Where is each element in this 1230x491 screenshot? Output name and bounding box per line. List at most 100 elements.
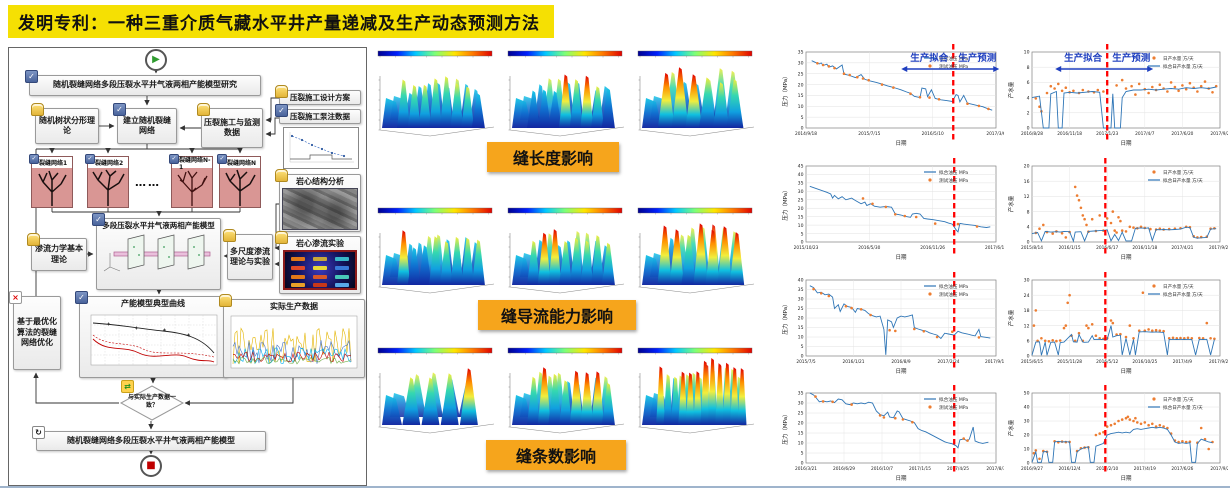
svg-text:拟合油压 MPa: 拟合油压 MPa (939, 55, 968, 62)
clipboard-icon: ✓ (113, 103, 126, 116)
svg-text:2017/9/2: 2017/9/2 (1210, 466, 1228, 472)
svg-text:25: 25 (798, 411, 804, 417)
svg-text:30: 30 (798, 61, 804, 67)
flowchart-node-network-1: ✓ 裂缝网络1 (29, 154, 73, 208)
chart-water-well3: 0 6 12 18 24 30 2015/6/15 2015/11/28 2016/5/12 20… (1006, 270, 1230, 380)
database-icon (197, 103, 210, 116)
chart-water-well2: 0 4 8 12 16 20 2015/8/14 2016/1/15 2016/6/17 2016… (1006, 156, 1230, 266)
flowchart-node-multiscale: 多尺度渗流理论与实验 (223, 229, 273, 280)
svg-text:2017/6/20: 2017/6/20 (1171, 131, 1193, 137)
svg-text:30: 30 (1024, 278, 1030, 284)
svg-text:2017/4/25: 2017/4/25 (947, 466, 969, 472)
svg-text:8: 8 (1027, 209, 1030, 215)
svg-text:2015/10/23: 2015/10/23 (794, 245, 819, 251)
svg-text:25: 25 (798, 197, 804, 203)
svg-text:2017/3/6: 2017/3/6 (986, 131, 1004, 137)
svg-text:40: 40 (1024, 405, 1030, 411)
svg-text:2016/11/18: 2016/11/18 (1057, 131, 1082, 137)
surface-plot (372, 345, 498, 437)
svg-text:0: 0 (801, 461, 804, 467)
svg-text:2017/4/19: 2017/4/19 (1134, 466, 1156, 472)
surface-plot (632, 48, 758, 140)
surface-plot (502, 205, 628, 297)
flowchart-node-model: ✓ 多段压裂水平井气液两相产能模型 (92, 213, 221, 290)
svg-text:2015/11/28: 2015/11/28 (1057, 359, 1082, 365)
flowchart-node-actual-data: 实际生产数据 (219, 294, 365, 378)
decision-label: 与实际生产数据一致？ (127, 394, 176, 409)
svg-text:生产预测: 生产预测 (958, 52, 997, 64)
svg-text:20: 20 (798, 421, 804, 427)
svg-text:2017/4/7: 2017/4/7 (1135, 131, 1155, 137)
label-fracture-length: 缝长度影响 (487, 142, 619, 172)
svg-text:30: 30 (798, 401, 804, 407)
surface-plot (372, 205, 498, 297)
clipboard-icon: ✓ (29, 154, 39, 164)
svg-text:30: 30 (798, 189, 804, 195)
svg-text:产水量: 产水量 (1007, 81, 1015, 98)
svg-text:2016/1/15: 2016/1/15 (1059, 245, 1081, 251)
svg-text:0: 0 (801, 126, 804, 132)
svg-text:10: 10 (798, 223, 804, 229)
svg-text:30: 30 (798, 297, 804, 303)
svg-text:10: 10 (798, 104, 804, 110)
svg-text:2017/6/14: 2017/6/14 (985, 245, 1004, 251)
svg-text:2016/6/29: 2016/6/29 (833, 466, 855, 472)
surface-plot (632, 205, 758, 297)
svg-text:0: 0 (1027, 126, 1030, 132)
flowchart-decision (119, 384, 185, 422)
svg-text:2016/1/21: 2016/1/21 (842, 359, 864, 365)
clipboard-icon: ✓ (85, 154, 95, 164)
play-icon: ▶ (152, 54, 160, 65)
svg-text:25: 25 (798, 71, 804, 77)
database-icon (275, 231, 288, 244)
svg-text:测试油压 MPa: 测试油压 MPa (939, 404, 968, 411)
database-icon (219, 294, 232, 307)
svg-text:拟合油压 MPa: 拟合油压 MPa (939, 396, 968, 403)
svg-text:2016/5/12: 2016/5/12 (1096, 359, 1118, 365)
clipboard-icon: ✓ (92, 213, 105, 226)
svg-text:5: 5 (801, 451, 804, 457)
refresh-icon: ↻ (32, 426, 45, 439)
flowchart-arrows (33, 68, 294, 455)
start-node: ▶ (145, 49, 167, 71)
svg-text:15: 15 (798, 214, 804, 220)
typical-curves-chart-thumbnail (90, 315, 218, 366)
svg-text:2016/11/26: 2016/11/26 (920, 245, 945, 251)
core-sem-image (282, 188, 358, 230)
database-icon (275, 85, 288, 98)
svg-text:8: 8 (1027, 65, 1030, 71)
svg-text:产水量: 产水量 (1007, 309, 1015, 326)
svg-text:压力（MPa）: 压力（MPa） (781, 301, 789, 334)
svg-text:2: 2 (1027, 111, 1030, 117)
svg-text:10: 10 (1024, 447, 1030, 453)
svg-text:18: 18 (1024, 308, 1030, 314)
svg-text:2017/4/9: 2017/4/9 (1173, 359, 1193, 365)
svg-text:20: 20 (798, 316, 804, 322)
flowchart-node-research-top: ✓ 随机裂缝网络多段压裂水平井气液两相产能模型研究 (25, 70, 261, 96)
svg-text:日期: 日期 (895, 140, 907, 147)
svg-text:2017/1/15: 2017/1/15 (909, 466, 931, 472)
svg-text:0: 0 (1027, 354, 1030, 360)
svg-text:35: 35 (798, 391, 804, 397)
svg-text:2016/3/21: 2016/3/21 (795, 466, 817, 472)
svg-text:2015/7/15: 2015/7/15 (858, 131, 880, 137)
svg-text:16: 16 (1024, 179, 1030, 185)
svg-text:35: 35 (798, 181, 804, 187)
flowchart-node-network-n: ✓ 裂缝网络N (217, 154, 261, 208)
svg-text:2015/7/5: 2015/7/5 (796, 359, 816, 365)
label-fracture-conductivity: 缝导流能力影响 (478, 300, 636, 330)
svg-text:2016/8/28: 2016/8/28 (1021, 131, 1043, 137)
svg-text:2016/11/18: 2016/11/18 (1132, 245, 1157, 251)
svg-text:2017/9/22: 2017/9/22 (1209, 359, 1228, 365)
clipboard-icon: ✓ (75, 291, 88, 304)
svg-text:2016/6/17: 2016/6/17 (1096, 245, 1118, 251)
surface-plot (502, 345, 628, 437)
svg-text:2016/5/30: 2016/5/30 (858, 245, 880, 251)
svg-text:日期: 日期 (895, 368, 907, 375)
svg-text:产水量: 产水量 (1007, 419, 1015, 436)
database-icon (275, 169, 288, 182)
svg-text:5: 5 (801, 115, 804, 121)
svg-text:生产拟合: 生产拟合 (1064, 52, 1103, 64)
svg-text:2017/6/26: 2017/6/26 (1171, 466, 1193, 472)
fracture-tree-image (220, 168, 260, 207)
